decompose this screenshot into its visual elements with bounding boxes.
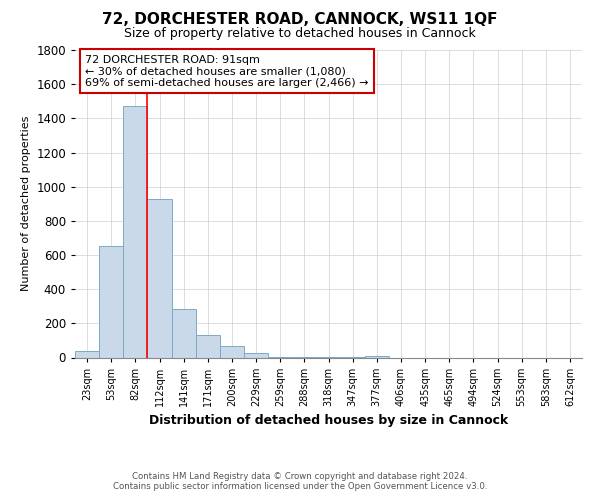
Bar: [220, 346, 244, 358]
Bar: [196, 336, 220, 357]
Text: Size of property relative to detached houses in Cannock: Size of property relative to detached ho…: [124, 28, 476, 40]
Bar: [244, 353, 268, 358]
Text: Contains HM Land Registry data © Crown copyright and database right 2024.
Contai: Contains HM Land Registry data © Crown c…: [113, 472, 487, 491]
Bar: [268, 356, 292, 358]
Bar: [292, 357, 316, 358]
Bar: [99, 246, 123, 358]
Text: 72 DORCHESTER ROAD: 91sqm
← 30% of detached houses are smaller (1,080)
69% of se: 72 DORCHESTER ROAD: 91sqm ← 30% of detac…: [85, 54, 368, 88]
Bar: [172, 309, 196, 358]
Bar: [148, 198, 172, 358]
Y-axis label: Number of detached properties: Number of detached properties: [20, 116, 31, 292]
Bar: [123, 106, 148, 358]
Bar: [365, 356, 389, 358]
X-axis label: Distribution of detached houses by size in Cannock: Distribution of detached houses by size …: [149, 414, 508, 427]
Text: 72, DORCHESTER ROAD, CANNOCK, WS11 1QF: 72, DORCHESTER ROAD, CANNOCK, WS11 1QF: [102, 12, 498, 28]
Bar: [75, 350, 99, 358]
